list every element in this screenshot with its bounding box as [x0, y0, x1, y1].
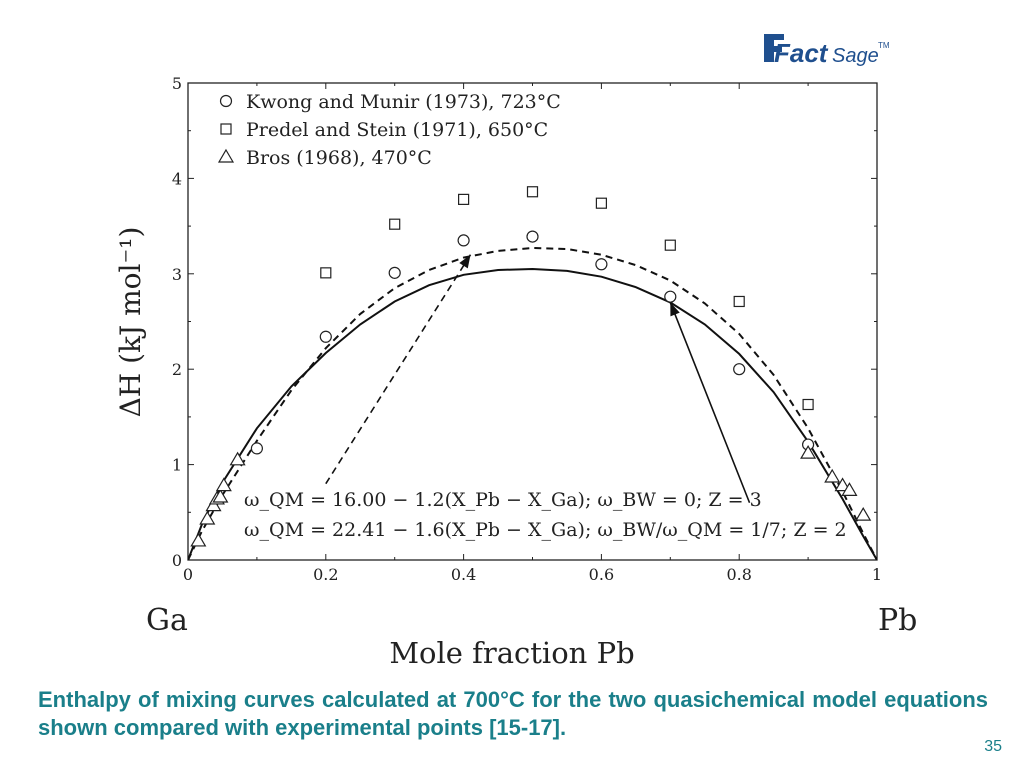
y-tick-label: 0	[172, 551, 182, 570]
annotation-arrows	[325, 254, 751, 504]
triangle-point	[205, 497, 222, 512]
factsage-logo-sage: Sage	[832, 45, 879, 67]
y-tick-label: 4	[172, 169, 182, 188]
model-curves	[188, 246, 877, 560]
circle-point	[457, 234, 470, 247]
triangle-point	[855, 506, 872, 521]
y-tick-label: 5	[172, 74, 182, 93]
square-point	[526, 186, 539, 198]
triangle-point	[841, 482, 858, 496]
enthalpy-chart: 0 0.2 0.4 0.6 0.8 1 0 1 2 3 4 5 Kwong and Munir (19…	[114, 74, 882, 584]
chart-legend: Kwong and Munir (1973), 723°C Predel and …	[217, 91, 561, 169]
square-point	[320, 267, 332, 279]
circle-point	[733, 363, 746, 376]
triangle-point	[212, 488, 229, 503]
equation-label: ω_QM = 22.41 − 1.6(X_Pb − X_Ga); ω_BW/ω_…	[244, 519, 847, 541]
circle-point	[526, 230, 539, 243]
annotation-arrow-shaft	[325, 254, 472, 485]
square-point	[802, 398, 814, 411]
slide-caption: Enthalpy of mixing curves calculated at …	[38, 687, 988, 740]
experimental-points	[190, 186, 872, 547]
solid-curve	[188, 267, 877, 560]
axis-end-label-pb: Pb	[878, 603, 918, 638]
annotation-arrow-head	[459, 254, 471, 269]
annotation-arrow-shaft	[669, 302, 751, 504]
dashed-curve	[188, 246, 877, 560]
y-tick-label: 1	[172, 456, 182, 475]
x-tick-label: 0.2	[313, 565, 338, 584]
legend-label: Bros (1968), 470°C	[246, 147, 432, 169]
legend-label: Predel and Stein (1971), 650°C	[246, 119, 548, 141]
curve-annotations: ω_QM = 16.00 − 1.2(X_Pb − X_Ga); ω_BW = …	[244, 489, 847, 541]
legend-triangle-marker	[217, 148, 235, 163]
y-tick-label: 2	[172, 360, 182, 379]
y-axis-label: ΔH (kJ mol⁻¹)	[114, 227, 147, 418]
square-point	[664, 239, 676, 251]
axis-end-label-ga: Ga	[146, 603, 188, 638]
x-tick-label: 0.8	[726, 565, 751, 584]
chart-axes: 0 0.2 0.4 0.6 0.8 1 0 1 2 3 4 5	[172, 74, 882, 584]
y-tick-label: 3	[172, 265, 182, 284]
factsage-logo-tm: TM	[878, 41, 890, 50]
factsage-logo-fact: Fact	[774, 38, 829, 68]
x-tick-label: 0.4	[451, 565, 476, 584]
factsage-logo: Fact Sage TM	[764, 34, 890, 68]
x-tick-label: 0	[183, 565, 193, 584]
circle-point	[388, 266, 401, 279]
circle-point	[319, 330, 332, 343]
triangle-point	[824, 468, 841, 483]
legend-label: Kwong and Munir (1973), 723°C	[246, 91, 561, 113]
triangle-point	[215, 477, 232, 492]
circle-point	[250, 442, 263, 455]
triangle-point	[800, 444, 817, 459]
page-number: 35	[984, 738, 1002, 755]
triangle-point	[199, 510, 216, 525]
y-axis-label-group: ΔH (kJ mol⁻¹)	[114, 227, 147, 418]
square-point	[733, 295, 745, 308]
square-point	[458, 193, 470, 205]
square-point	[389, 218, 401, 230]
circle-point	[595, 258, 608, 271]
legend-square-marker	[220, 123, 232, 135]
annotation-arrow-head	[670, 302, 680, 317]
square-point	[595, 197, 608, 209]
x-tick-label: 1	[872, 565, 882, 584]
triangle-point	[190, 532, 207, 547]
factsage-logo-emblem	[764, 34, 784, 62]
legend-circle-marker	[219, 94, 233, 108]
x-axis-label: Mole fraction Pb	[389, 636, 635, 670]
x-tick-label: 0.6	[589, 565, 614, 584]
equation-label: ω_QM = 16.00 − 1.2(X_Pb − X_Ga); ω_BW = …	[244, 489, 762, 511]
circle-point	[664, 290, 677, 303]
triangle-point	[834, 477, 851, 492]
triangle-point	[229, 451, 246, 466]
